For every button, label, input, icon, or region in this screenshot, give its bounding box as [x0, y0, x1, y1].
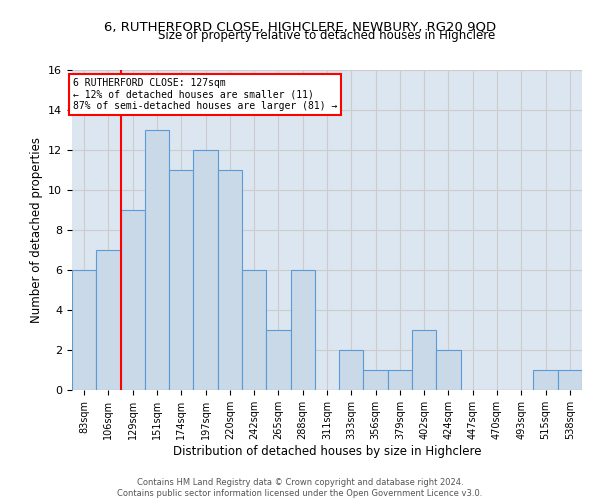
Text: 6 RUTHERFORD CLOSE: 127sqm
← 12% of detached houses are smaller (11)
87% of semi: 6 RUTHERFORD CLOSE: 127sqm ← 12% of deta…	[73, 78, 338, 111]
Title: Size of property relative to detached houses in Highclere: Size of property relative to detached ho…	[158, 30, 496, 43]
Bar	[266, 330, 290, 390]
Bar	[121, 210, 145, 390]
Text: Contains HM Land Registry data © Crown copyright and database right 2024.
Contai: Contains HM Land Registry data © Crown c…	[118, 478, 482, 498]
Y-axis label: Number of detached properties: Number of detached properties	[29, 137, 43, 323]
Bar	[242, 270, 266, 390]
Bar	[96, 250, 121, 390]
Bar	[193, 150, 218, 390]
Bar	[339, 350, 364, 390]
Bar	[218, 170, 242, 390]
Bar	[364, 370, 388, 390]
Bar	[388, 370, 412, 390]
Bar	[558, 370, 582, 390]
Bar	[412, 330, 436, 390]
Bar	[533, 370, 558, 390]
X-axis label: Distribution of detached houses by size in Highclere: Distribution of detached houses by size …	[173, 444, 481, 458]
Bar	[72, 270, 96, 390]
Text: 6, RUTHERFORD CLOSE, HIGHCLERE, NEWBURY, RG20 9QD: 6, RUTHERFORD CLOSE, HIGHCLERE, NEWBURY,…	[104, 20, 496, 33]
Bar	[436, 350, 461, 390]
Bar	[290, 270, 315, 390]
Bar	[145, 130, 169, 390]
Bar	[169, 170, 193, 390]
